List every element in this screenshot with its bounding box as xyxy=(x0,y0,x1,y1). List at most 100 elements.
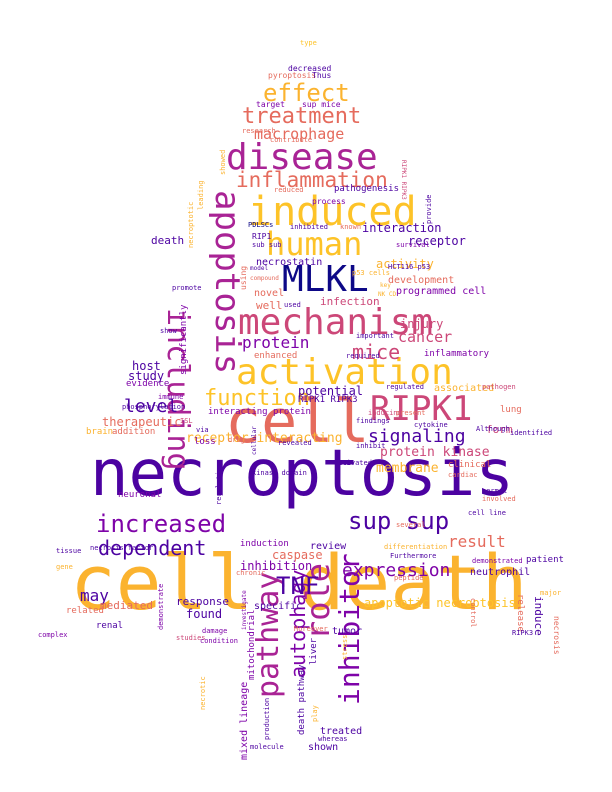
word-shown: shown xyxy=(308,742,339,753)
word-inflammation: inflammation xyxy=(236,168,388,192)
word-interaction: interaction xyxy=(362,221,442,235)
word-nk-cd: NK CD xyxy=(378,291,397,298)
word-form: form xyxy=(486,423,513,436)
word-kinase-domain: kinase domain xyxy=(252,469,307,477)
word-pdlscs: PDLSCs xyxy=(248,221,274,229)
word-neutrophil: neutrophil xyxy=(470,567,531,578)
word-induction: induction xyxy=(240,539,289,549)
word-death-pathway: death pathway xyxy=(297,664,307,735)
word-treated: treated xyxy=(320,726,363,737)
word-response: response xyxy=(176,595,229,608)
word-pathogen: pathogen xyxy=(482,383,516,391)
word-may: may xyxy=(80,586,109,605)
word-apoptotic-necroptosis: apoptotic necroptosis xyxy=(364,596,516,610)
word-decreased: decreased xyxy=(288,64,332,73)
word-receptor: receptor xyxy=(408,234,466,248)
word-inflammatory: inflammatory xyxy=(424,349,490,359)
word-release: release xyxy=(515,594,525,632)
word-several: several xyxy=(396,521,426,529)
word-demonstrate: demonstrate xyxy=(157,583,165,630)
word-immune: immune xyxy=(158,393,184,401)
word-activated: activated xyxy=(334,459,372,467)
word-mediated: mediated xyxy=(100,599,153,612)
word-injury: injury xyxy=(400,317,444,331)
word-via: via xyxy=(196,426,209,434)
word-significantly: significantly xyxy=(179,304,189,375)
word-protein-kinase: protein kinase xyxy=(380,445,490,460)
word-sub-sub: sub sub xyxy=(252,241,282,249)
word-protein: protein xyxy=(242,333,310,352)
word-review: review xyxy=(310,541,347,552)
word-pathogenesis: pathogenesis xyxy=(334,184,400,194)
word-studies: studies xyxy=(176,634,206,642)
word-identified: identified xyxy=(510,429,553,437)
word-findings: findings xyxy=(356,417,390,425)
word-patient: patient xyxy=(526,555,564,565)
word-used: used xyxy=(284,301,301,309)
word-showed: showed xyxy=(219,149,227,175)
word-dependent: dependent xyxy=(98,536,207,560)
word-regulation: regulation xyxy=(215,462,223,505)
word-molecule: molecule xyxy=(250,743,284,751)
word-renal: renal xyxy=(96,621,124,631)
word-cell-line: cell line xyxy=(468,509,506,517)
word-mice: mice xyxy=(352,340,401,364)
word-sup-mice: sup mice xyxy=(302,100,341,109)
word-ripk1-ripk3-small: RIPK1 RIPK3 xyxy=(400,160,407,200)
word-related: related xyxy=(66,606,104,616)
word-mitochondrial: mitochondrial xyxy=(247,609,257,680)
word-using: using xyxy=(239,265,248,290)
word-evidence: evidence xyxy=(126,379,170,389)
word-membrane: membrane xyxy=(376,461,439,476)
word-result: result xyxy=(448,532,506,551)
word-type: type xyxy=(300,39,317,47)
word-necrostatin: necrostatin xyxy=(256,257,323,268)
word-condition: condition xyxy=(200,637,238,645)
word-human: human xyxy=(266,225,363,263)
word-cellular: cellular xyxy=(251,426,258,455)
word-play: play xyxy=(311,705,319,722)
word-development: development xyxy=(388,275,455,286)
word-important: important xyxy=(356,332,394,340)
word-well: well xyxy=(256,299,283,312)
word-macrophage: macrophage xyxy=(254,125,345,143)
word-necrosis-factor: necrosis factor xyxy=(90,544,154,552)
word-compound: compound xyxy=(250,275,279,282)
word-increased: increased xyxy=(96,510,227,538)
word-effect: effect xyxy=(263,79,350,107)
word-pyroptosis: pyroptosis xyxy=(268,71,317,80)
word-hct116-p53: HCT116 p53 xyxy=(388,263,431,271)
word-inducing: inducing xyxy=(368,409,402,417)
word-cell-death: cell death xyxy=(70,538,528,627)
word-lung: lung xyxy=(500,405,522,415)
word-sup-sup: sup sup xyxy=(348,507,450,535)
word-study: study xyxy=(128,369,165,383)
word-mechanism: mechanism xyxy=(238,302,434,343)
word-potential: potential xyxy=(298,384,364,398)
word-cancer: cancer xyxy=(398,328,453,346)
word-drug: drug xyxy=(228,436,245,444)
word-treatment: treatment xyxy=(242,104,362,129)
word-mlkl: MLKL xyxy=(282,259,369,300)
word-interacting-protein: interacting protein xyxy=(208,407,311,417)
word-infection: infection xyxy=(320,295,380,308)
word-revealed: revealed xyxy=(278,439,312,447)
word-associated: associated xyxy=(434,383,495,394)
word-tumor: tumor xyxy=(332,626,363,637)
word-gene: gene xyxy=(56,563,73,571)
word-cytokine: cytokine xyxy=(414,421,448,429)
word-process: process xyxy=(312,197,346,206)
word-stress: stress xyxy=(341,634,349,660)
word-reduced: reduced xyxy=(274,186,304,194)
word-known: known xyxy=(340,223,362,231)
word-target: target xyxy=(256,100,285,109)
word-tissue: tissue xyxy=(56,547,82,555)
word-cardiac: cardiac xyxy=(448,471,478,479)
word-mixed-lineage: mixed lineage xyxy=(239,681,250,760)
word-leading: leading xyxy=(197,180,205,210)
word-novel: novel xyxy=(254,288,285,299)
word-function: function xyxy=(204,386,310,411)
word-liver: liver xyxy=(309,637,319,665)
word-isl: ISL xyxy=(180,417,193,425)
word-control: control xyxy=(469,598,477,628)
